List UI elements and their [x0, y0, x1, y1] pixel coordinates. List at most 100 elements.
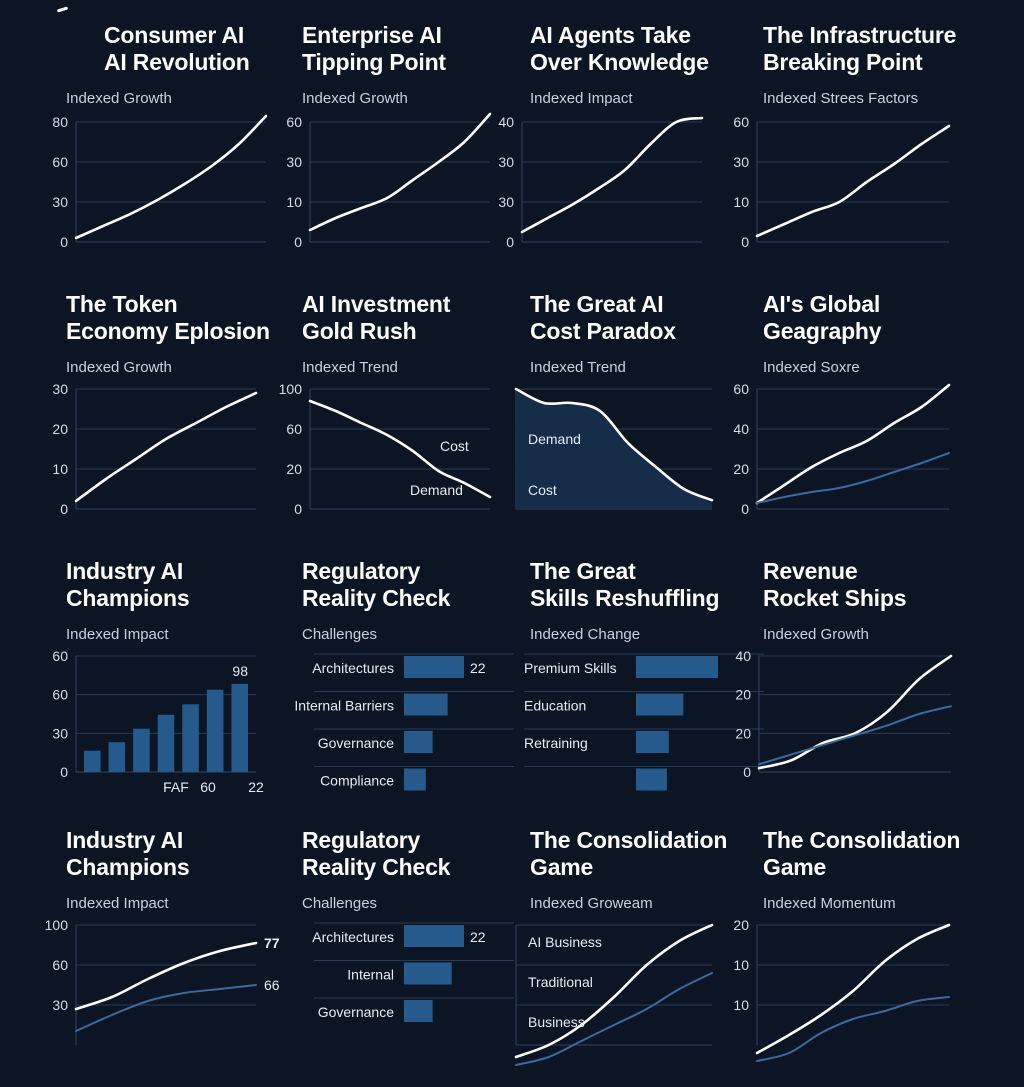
category-label: Education — [524, 698, 586, 714]
y-tick-label: 60 — [52, 957, 68, 973]
stray-mark — [56, 6, 69, 13]
chart-panel-skills-reshuffling: The Great Skills Reshuffling Indexed Chan… — [524, 558, 770, 818]
chart-title: Consumer AI AI Revolution — [104, 22, 250, 75]
series-line-primary — [755, 383, 951, 505]
hbar — [404, 1000, 433, 1022]
category-label: AI Business — [528, 934, 602, 950]
chart-panel-cost-paradox: The Great AI Cost Paradox Indexed Trend De… — [514, 291, 770, 551]
y-tick-label: 20 — [733, 461, 749, 477]
series-line-primary — [74, 114, 268, 240]
y-tick-label: 30 — [52, 997, 68, 1013]
y-tick-label: 10 — [733, 997, 749, 1013]
chart-title: The Consolidation Game — [763, 827, 961, 880]
y-tick-label: 40 — [735, 648, 751, 664]
chart-title: The Consolidation Game — [530, 827, 728, 880]
category-label: Retraining — [524, 735, 588, 751]
series-end-label: 77 — [264, 935, 280, 951]
y-tick-label: 30 — [52, 725, 68, 741]
y-tick-label: 0 — [743, 764, 751, 780]
hbar — [404, 962, 452, 985]
y-tick-label: 0 — [294, 234, 302, 250]
chart-svg-consolidation-game-2: 20 10 10 — [733, 917, 951, 1062]
chart-subtitle: Indexed Soxre — [763, 359, 860, 376]
annotation-label: Cost — [528, 482, 557, 498]
chart-subtitle: Indexed Growth — [763, 626, 869, 643]
y-tick-label: 40 — [498, 114, 514, 130]
chart-subtitle: Indexed Impact — [530, 90, 633, 107]
annotation-label: Cost — [440, 438, 469, 454]
hbar — [636, 768, 667, 791]
series-line-primary — [74, 941, 258, 1011]
y-tick-label: 0 — [741, 234, 749, 250]
chart-svg-industry-champions-lines: 100 60 30 77 66 — [45, 917, 280, 1045]
y-tick-label: 60 — [52, 687, 68, 703]
chart-subtitle: Indexed Strees Factors — [763, 90, 919, 107]
chart-panel-regulatory-check-2: Regulatory Reality Check Challenges Archit… — [302, 827, 542, 1087]
chart-svg-regulatory-check-2: Architectures 22 Internal Governance — [312, 922, 514, 1022]
hbar — [636, 731, 669, 753]
category-label: Architectures — [312, 660, 394, 676]
y-tick-label: 30 — [498, 154, 514, 170]
y-tick-label: 30 — [52, 194, 68, 210]
chart-panel-ai-investment: AI Investment Gold Rush Indexed Trend 100 6… — [279, 291, 542, 551]
y-tick-label: 100 — [279, 381, 303, 397]
series-line-primary — [755, 124, 951, 238]
chart-title: Industry AI Champions — [66, 558, 190, 611]
chart-subtitle: Challenges — [302, 626, 378, 643]
chart-title: Enterprise AI Tipping Point — [302, 22, 446, 75]
category-label: Internal Barriers — [294, 698, 394, 714]
bar — [133, 728, 150, 772]
y-tick-label: 10 — [52, 461, 68, 477]
y-tick-label: 10 — [733, 194, 749, 210]
chart-panel-regulatory-check-1: Regulatory Reality Check Challenges Archit… — [294, 558, 542, 818]
y-tick-label: 20 — [735, 687, 751, 703]
y-tick-label: 60 — [286, 114, 302, 130]
chart-subtitle: Indexed Growth — [66, 90, 172, 107]
series-line-primary — [757, 654, 953, 770]
bar-value-label: 98 — [232, 663, 248, 679]
series-line-primary — [514, 387, 714, 502]
chart-title: The Great AI Cost Paradox — [530, 291, 676, 344]
category-label: Internal — [347, 967, 394, 983]
chart-panel-consolidation-game-2: The Consolidation Game Indexed Momentum 20… — [733, 827, 1003, 1087]
bar — [157, 714, 175, 772]
hbar — [404, 693, 448, 716]
y-tick-label: 0 — [741, 501, 749, 517]
chart-title: AI Investment Gold Rush — [302, 291, 451, 344]
chart-title: The Infrastructure Breaking Point — [763, 22, 957, 75]
hbar-value-label: 22 — [470, 929, 486, 945]
bar — [108, 742, 126, 772]
hbar — [636, 656, 718, 678]
series-line-secondary — [756, 996, 950, 1062]
category-label: Governance — [318, 735, 394, 751]
chart-subtitle: Indexed Impact — [66, 626, 169, 643]
bar — [231, 683, 248, 772]
chart-title: Industry AI Champions — [66, 827, 190, 880]
chart-title: The Token Economy Eplosion — [66, 291, 270, 344]
y-tick-label: 80 — [52, 114, 68, 130]
hbar-value-label: 22 — [470, 660, 486, 676]
series-line-primary — [520, 116, 704, 234]
chart-svg-revenue-rockets: 40 20 20 0 — [735, 648, 953, 780]
category-label: Traditional — [528, 974, 593, 990]
y-tick-label: 0 — [60, 234, 68, 250]
chart-subtitle: Indexed Impact — [66, 895, 169, 912]
y-tick-label: 60 — [733, 381, 749, 397]
x-axis-label: 60 — [200, 779, 216, 795]
hbar — [404, 768, 426, 791]
chart-panel-industry-champions-lines: Industry AI Champions Indexed Impact 100 60… — [45, 827, 306, 1087]
series-line-primary — [74, 391, 258, 503]
chart-title: Regulatory Reality Check — [302, 558, 451, 611]
y-tick-label: 60 — [733, 114, 749, 130]
series-line-secondary — [756, 452, 950, 504]
x-axis-label: FAF — [163, 779, 189, 795]
y-tick-label: 0 — [506, 234, 514, 250]
y-tick-label: 30 — [286, 154, 302, 170]
chart-panel-token-economy: The Token Economy Eplosion Indexed Growth… — [52, 291, 306, 551]
chart-subtitle: Indexed Trend — [530, 359, 626, 376]
y-tick-label: 30 — [52, 381, 68, 397]
chart-subtitle: Indexed Trend — [302, 359, 398, 376]
chart-svg-ai-agents: 40 30 30 0 — [498, 114, 704, 250]
series-line-primary — [308, 112, 492, 232]
chart-title: The Great Skills Reshuffling — [530, 558, 720, 611]
